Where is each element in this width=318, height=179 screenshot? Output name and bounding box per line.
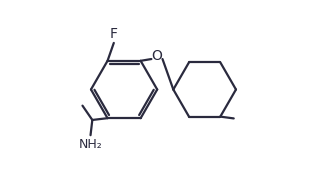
Text: F: F [110,27,118,41]
Text: O: O [151,49,162,63]
Text: NH₂: NH₂ [79,138,102,151]
